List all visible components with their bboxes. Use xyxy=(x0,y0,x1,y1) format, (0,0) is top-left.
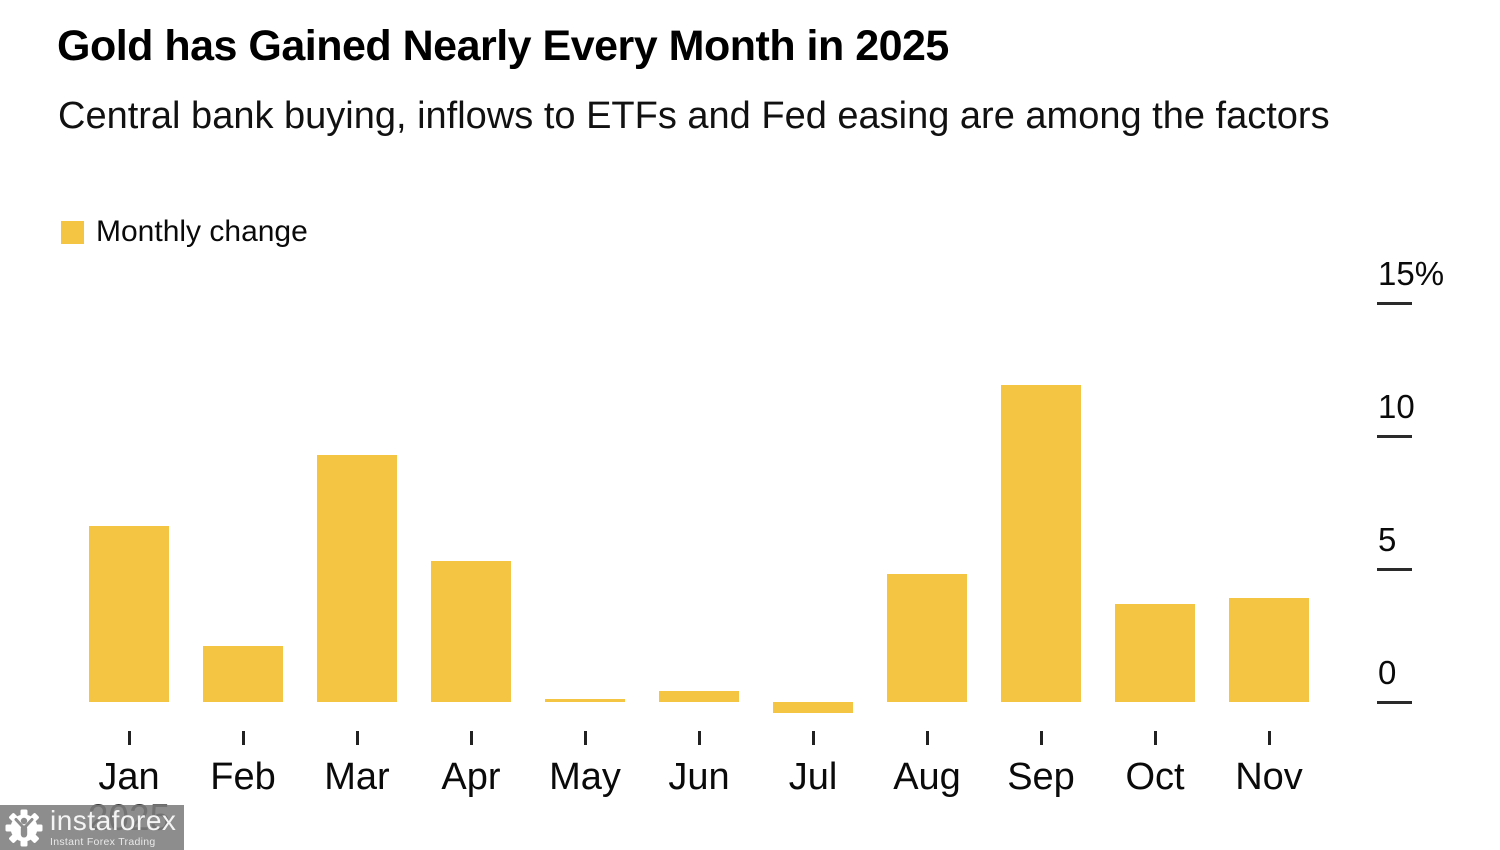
bar-jul xyxy=(773,702,853,713)
bar-sep xyxy=(1001,385,1081,702)
watermark-brand: instaforex xyxy=(50,805,177,837)
bar-nov xyxy=(1229,598,1309,702)
x-axis-tick xyxy=(1153,731,1157,745)
x-tick-label-jul: Jul xyxy=(788,756,838,798)
x-tick-label-sep: Sep xyxy=(1007,756,1075,798)
bar-jun xyxy=(659,691,739,702)
chart-title: Gold has Gained Nearly Every Month in 20… xyxy=(57,22,949,70)
x-tick-label-aug: Aug xyxy=(893,756,961,798)
legend: Monthly change xyxy=(61,215,308,249)
x-axis-tick xyxy=(355,731,359,745)
x-tick-label-jun: Jun xyxy=(668,756,730,798)
x-tick-label-nov: Nov xyxy=(1235,756,1303,798)
x-axis-tick xyxy=(811,731,815,745)
y-axis-tick xyxy=(1377,701,1412,704)
bar-oct xyxy=(1115,603,1195,702)
y-tick-label: 0 xyxy=(1378,654,1397,691)
x-tick-label-oct: Oct xyxy=(1125,756,1185,798)
x-tick-label-may: May xyxy=(549,756,621,798)
x-axis-tick xyxy=(241,731,245,745)
bar-jan xyxy=(89,526,169,702)
x-axis-tick xyxy=(925,731,929,745)
x-axis-tick xyxy=(697,731,701,745)
legend-swatch-icon xyxy=(61,220,84,244)
x-axis-tick xyxy=(469,731,473,745)
chart-subtitle: Central bank buying, inflows to ETFs and… xyxy=(58,95,1330,137)
instaforex-gear-logo-icon xyxy=(5,809,43,846)
watermark-text: instaforex Instant Forex Trading xyxy=(50,807,176,848)
y-tick-label: 15% xyxy=(1378,255,1445,292)
y-tick-label: 5 xyxy=(1378,521,1397,558)
y-tick-label: 10 xyxy=(1378,388,1415,425)
bar-apr xyxy=(431,561,511,702)
watermark: instaforex Instant Forex Trading xyxy=(0,805,184,850)
x-tick-label-mar: Mar xyxy=(324,756,390,798)
bar-feb xyxy=(203,646,283,702)
watermark-tagline: Instant Forex Trading xyxy=(50,836,156,849)
x-axis-tick xyxy=(1039,731,1043,745)
bar-mar xyxy=(317,454,397,702)
bar-may xyxy=(545,699,625,702)
bar-aug xyxy=(887,574,967,702)
x-axis-tick xyxy=(1267,731,1271,745)
x-tick-label-jan: Jan xyxy=(98,756,160,798)
y-axis-tick xyxy=(1377,435,1412,438)
y-axis-tick xyxy=(1377,568,1412,571)
x-tick-label-feb: Feb xyxy=(210,756,276,798)
x-axis-tick xyxy=(127,731,131,745)
x-axis-tick xyxy=(583,731,587,745)
legend-label: Monthly change xyxy=(96,215,308,248)
y-axis-tick xyxy=(1377,302,1412,305)
x-tick-label-apr: Apr xyxy=(441,756,501,798)
